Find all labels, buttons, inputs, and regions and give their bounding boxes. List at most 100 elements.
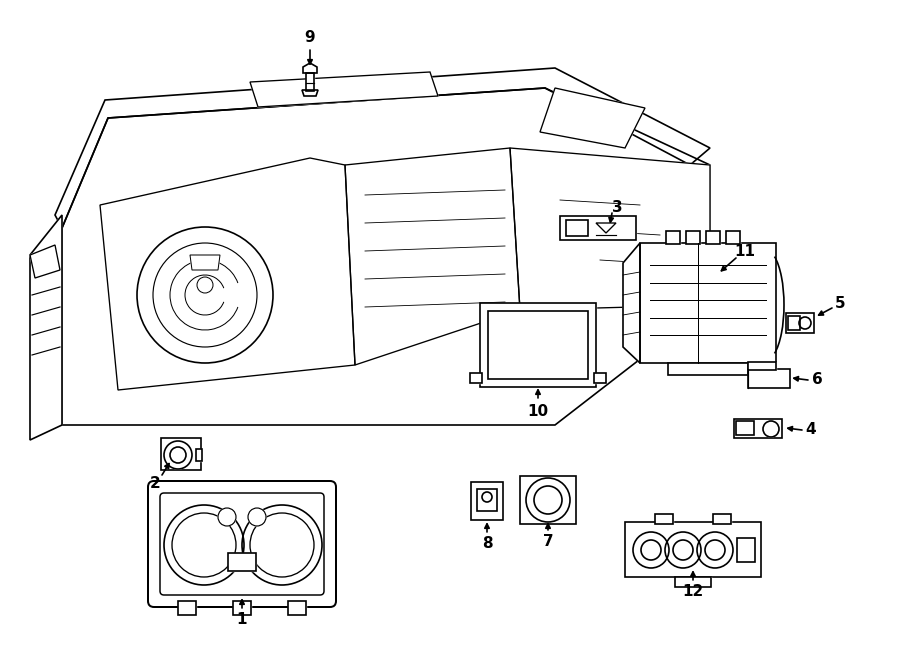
Text: 10: 10 bbox=[527, 405, 549, 420]
Circle shape bbox=[633, 532, 669, 568]
Circle shape bbox=[248, 508, 266, 526]
Bar bbox=[288, 601, 306, 615]
Bar bbox=[748, 369, 790, 388]
Bar bbox=[228, 553, 256, 571]
Bar bbox=[566, 220, 588, 236]
Bar bbox=[470, 373, 482, 383]
Polygon shape bbox=[30, 245, 60, 278]
Circle shape bbox=[697, 532, 733, 568]
Circle shape bbox=[526, 478, 570, 522]
Text: 9: 9 bbox=[305, 30, 315, 46]
Bar bbox=[726, 231, 740, 244]
Bar bbox=[306, 73, 314, 91]
Polygon shape bbox=[303, 63, 317, 73]
Bar bbox=[625, 522, 761, 577]
Polygon shape bbox=[623, 243, 640, 363]
Bar bbox=[675, 577, 711, 587]
Bar bbox=[786, 313, 814, 333]
Polygon shape bbox=[596, 223, 616, 233]
Circle shape bbox=[170, 447, 186, 463]
Polygon shape bbox=[62, 88, 710, 425]
Bar bbox=[161, 438, 201, 470]
Polygon shape bbox=[190, 255, 220, 270]
Bar bbox=[228, 553, 256, 571]
Bar bbox=[666, 231, 680, 244]
Bar bbox=[471, 482, 503, 520]
Bar bbox=[178, 601, 196, 615]
Bar bbox=[736, 421, 754, 435]
Bar bbox=[488, 311, 588, 379]
Bar bbox=[713, 514, 731, 524]
Bar bbox=[706, 231, 720, 244]
Text: 2: 2 bbox=[149, 475, 160, 490]
Circle shape bbox=[534, 486, 562, 514]
Bar bbox=[734, 419, 782, 438]
Bar bbox=[196, 449, 202, 461]
Text: 3: 3 bbox=[612, 200, 622, 215]
Bar bbox=[233, 601, 251, 615]
Bar bbox=[480, 303, 596, 387]
Bar bbox=[520, 476, 576, 524]
Bar bbox=[675, 577, 711, 587]
Bar bbox=[566, 220, 588, 236]
Bar bbox=[668, 363, 748, 375]
Circle shape bbox=[172, 513, 236, 577]
Circle shape bbox=[673, 540, 693, 560]
Text: 6: 6 bbox=[812, 371, 823, 387]
Bar bbox=[288, 601, 306, 615]
FancyBboxPatch shape bbox=[148, 481, 336, 607]
Polygon shape bbox=[345, 148, 520, 365]
Circle shape bbox=[763, 421, 779, 437]
Bar bbox=[737, 538, 755, 562]
Text: 5: 5 bbox=[834, 295, 845, 311]
Bar bbox=[640, 243, 776, 363]
Polygon shape bbox=[302, 90, 318, 96]
Bar bbox=[686, 231, 700, 244]
Bar bbox=[734, 419, 782, 438]
Bar bbox=[480, 303, 596, 387]
Bar bbox=[655, 514, 673, 524]
Bar bbox=[520, 476, 576, 524]
Circle shape bbox=[641, 540, 661, 560]
Circle shape bbox=[164, 441, 192, 469]
Bar bbox=[196, 449, 202, 461]
Bar bbox=[788, 316, 800, 330]
Bar bbox=[640, 243, 776, 363]
Bar bbox=[748, 369, 790, 388]
Bar bbox=[655, 514, 673, 524]
Bar bbox=[594, 373, 606, 383]
Polygon shape bbox=[30, 215, 62, 440]
Bar bbox=[306, 73, 314, 91]
Text: 7: 7 bbox=[543, 535, 553, 549]
Circle shape bbox=[705, 540, 725, 560]
Text: 4: 4 bbox=[806, 422, 816, 436]
Bar bbox=[161, 438, 201, 470]
Bar bbox=[748, 362, 776, 370]
FancyBboxPatch shape bbox=[160, 493, 324, 595]
Polygon shape bbox=[510, 148, 710, 310]
Circle shape bbox=[482, 492, 492, 502]
Bar bbox=[471, 482, 503, 520]
Bar bbox=[477, 489, 497, 511]
Bar bbox=[470, 373, 482, 383]
Circle shape bbox=[665, 532, 701, 568]
Text: 12: 12 bbox=[682, 584, 704, 600]
Text: 1: 1 bbox=[237, 613, 248, 627]
Circle shape bbox=[153, 243, 257, 347]
Bar bbox=[786, 313, 814, 333]
Bar bbox=[178, 601, 196, 615]
Bar bbox=[668, 363, 748, 375]
Circle shape bbox=[164, 505, 244, 585]
Bar bbox=[666, 231, 680, 244]
Circle shape bbox=[250, 513, 314, 577]
Bar bbox=[560, 216, 636, 240]
Circle shape bbox=[197, 277, 213, 293]
Text: 8: 8 bbox=[482, 537, 492, 551]
Bar bbox=[748, 362, 776, 370]
Circle shape bbox=[242, 505, 322, 585]
Polygon shape bbox=[55, 68, 710, 228]
Bar bbox=[686, 231, 700, 244]
Polygon shape bbox=[540, 88, 645, 148]
Bar bbox=[726, 231, 740, 244]
Circle shape bbox=[218, 508, 236, 526]
